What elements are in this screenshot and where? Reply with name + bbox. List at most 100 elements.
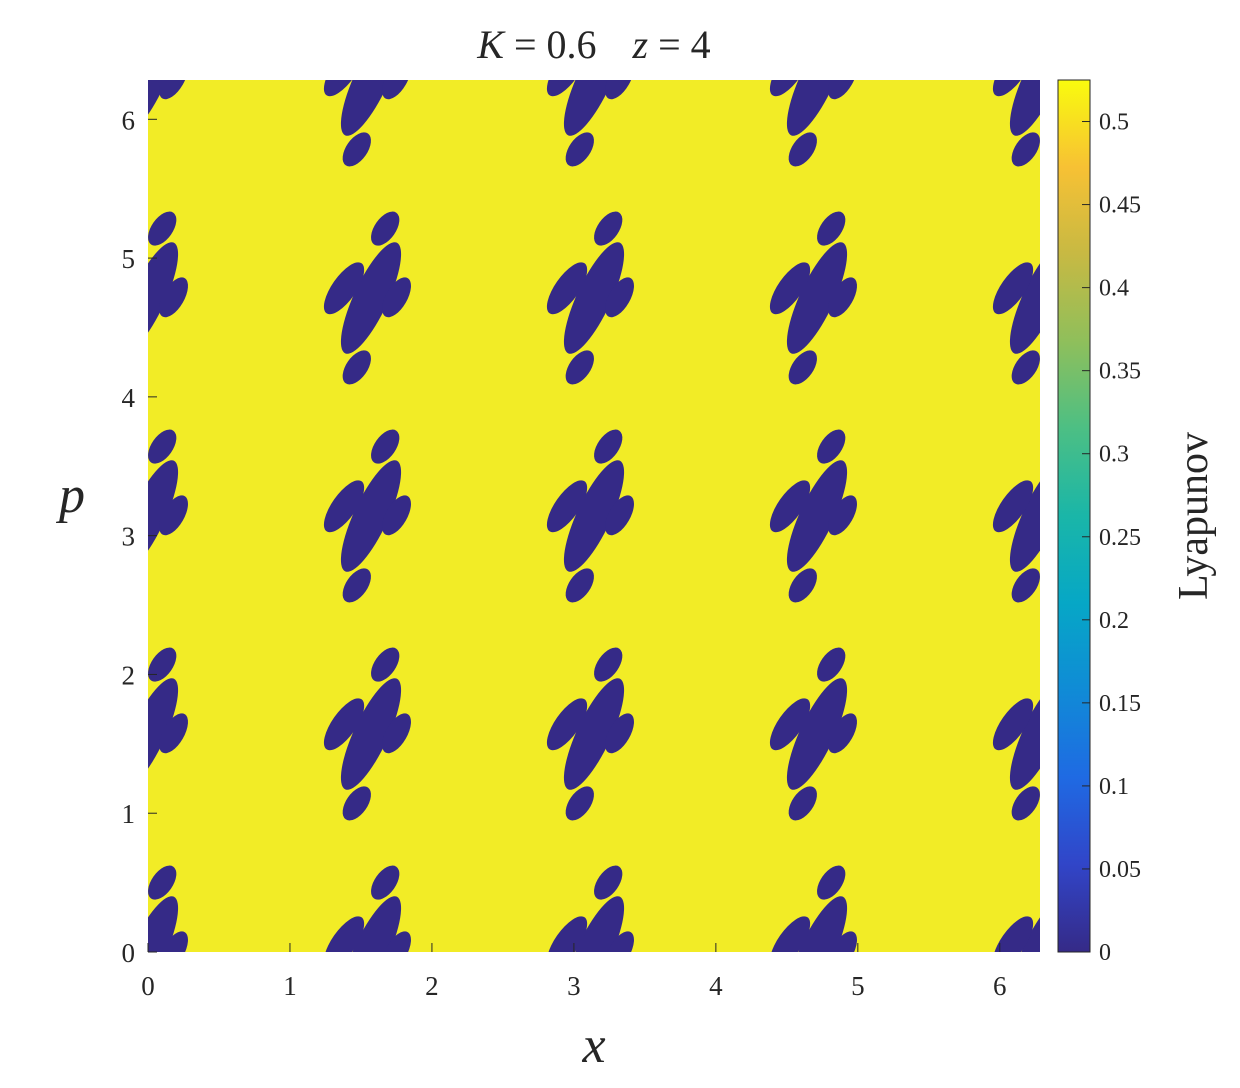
island-right-lobe <box>605 277 634 318</box>
island-left-lobe <box>992 698 1034 751</box>
island-main <box>1009 678 1040 790</box>
island-cluster <box>546 865 634 952</box>
island-cluster <box>148 211 188 354</box>
colorbar-tick-label: 0 <box>1099 940 1111 966</box>
island-cluster <box>323 211 411 385</box>
island-main <box>340 896 402 952</box>
colorbar-tick-label: 0.3 <box>1099 442 1129 468</box>
island-main <box>563 678 625 790</box>
island-left-lobe <box>323 698 365 751</box>
island-cluster <box>769 211 857 385</box>
island-main <box>1009 80 1040 136</box>
island-left-lobe <box>546 262 588 315</box>
colorbar-tick-label: 0.15 <box>1099 691 1141 717</box>
island-upper-satellite <box>817 429 846 464</box>
island-left-lobe <box>992 916 1034 952</box>
island-main <box>340 80 402 136</box>
colorbar-tick-label: 0.05 <box>1099 857 1141 883</box>
island-cluster <box>94 0 188 136</box>
island-cluster <box>769 647 857 821</box>
x-axis-label: x <box>581 1017 605 1074</box>
x-tick-label: 0 <box>141 971 155 1001</box>
island-upper-satellite <box>148 647 177 682</box>
island-lower-satellite <box>788 786 817 821</box>
x-tick-label: 3 <box>567 971 581 1001</box>
colorbar-tick-label: 0.1 <box>1099 774 1129 800</box>
island-main <box>563 242 625 354</box>
island-lower-satellite <box>565 132 594 167</box>
island-main <box>563 896 625 952</box>
island-main <box>786 896 848 952</box>
island-upper-satellite <box>1034 0 1074 33</box>
island-right-lobe <box>828 931 857 952</box>
y-tick-label: 4 <box>122 383 136 413</box>
island-lower-satellite <box>565 786 594 821</box>
y-axis: 0 1 2 3 4 5 6 <box>122 105 157 968</box>
island-upper-satellite <box>371 211 400 246</box>
island-right-lobe <box>828 80 857 100</box>
island-left-lobe <box>769 698 811 751</box>
island-left-lobe <box>769 480 811 533</box>
y-tick-label: 6 <box>122 105 136 135</box>
island-right-lobe <box>605 931 634 952</box>
island-main <box>1009 242 1040 354</box>
island-right-lobe <box>828 713 857 754</box>
island-upper-satellite <box>148 211 177 246</box>
island-upper-satellite <box>365 0 405 33</box>
x-tick-label: 6 <box>993 971 1007 1001</box>
island-lower-satellite <box>114 563 154 607</box>
island-cluster <box>992 896 1046 1043</box>
title-k-value: = 0.6 <box>504 22 597 67</box>
x-axis: 0 1 2 3 4 5 6 <box>141 943 1007 1001</box>
island-upper-satellite <box>142 0 182 33</box>
colorbar-ticks: 0 0.05 0.1 0.15 0.2 0.25 0.3 0.35 0.4 0.45 0.5 <box>1082 110 1141 966</box>
x-tick-label: 2 <box>425 971 439 1001</box>
title-z-symbol: z <box>632 22 649 67</box>
island-lower-satellite <box>1011 132 1040 167</box>
island-upper-satellite <box>371 429 400 464</box>
colorbar-label: Lyapunov <box>1171 432 1217 600</box>
island-left-lobe <box>992 262 1034 315</box>
island-cluster <box>769 429 857 603</box>
island-left-lobe <box>323 262 365 315</box>
island-upper-satellite <box>594 865 623 900</box>
island-left-lobe <box>546 80 588 97</box>
colorbar-tick-label: 0.35 <box>1099 359 1141 385</box>
island-cluster <box>546 211 634 385</box>
island-left-lobe <box>546 698 588 751</box>
island-cluster <box>992 460 1040 603</box>
island-right-lobe <box>159 713 188 754</box>
colorbar-tick-label: 0.4 <box>1099 276 1129 302</box>
x-tick-label: 5 <box>851 971 865 1001</box>
colorbar: 0 0.05 0.1 0.15 0.2 0.25 0.3 0.35 0.4 0.45 0.5 Lya… <box>1057 79 1217 966</box>
island-left-lobe <box>769 916 811 952</box>
colorbar-gradient <box>1057 79 1091 953</box>
island-upper-satellite <box>594 647 623 682</box>
island-right-lobe <box>828 277 857 318</box>
island-lower-satellite <box>1006 999 1046 1043</box>
y-tick-label: 3 <box>122 522 136 552</box>
island-left-lobe <box>94 38 149 102</box>
island-main <box>148 678 179 790</box>
island-cluster <box>546 647 634 821</box>
x-tick-label: 1 <box>283 971 297 1001</box>
island-right-lobe <box>159 80 188 100</box>
title-z-value: = 4 <box>648 22 711 67</box>
island-cluster <box>992 678 1040 821</box>
island-right-lobe <box>382 495 411 536</box>
colorbar-tick-label: 0.5 <box>1099 110 1129 136</box>
island-lower-satellite <box>788 132 817 167</box>
island-main <box>340 678 402 790</box>
chart-title: K = 0.6 z = 4 <box>476 22 710 67</box>
island-cluster <box>992 0 1074 167</box>
island-left-lobe <box>992 480 1034 533</box>
island-cluster <box>148 865 188 952</box>
island-cluster <box>546 80 634 167</box>
island-cluster <box>114 429 188 607</box>
island-left-lobe <box>769 80 811 97</box>
island-right-lobe <box>605 713 634 754</box>
island-upper-satellite <box>594 429 623 464</box>
island-main <box>1009 460 1040 572</box>
island-left-lobe <box>546 916 588 952</box>
